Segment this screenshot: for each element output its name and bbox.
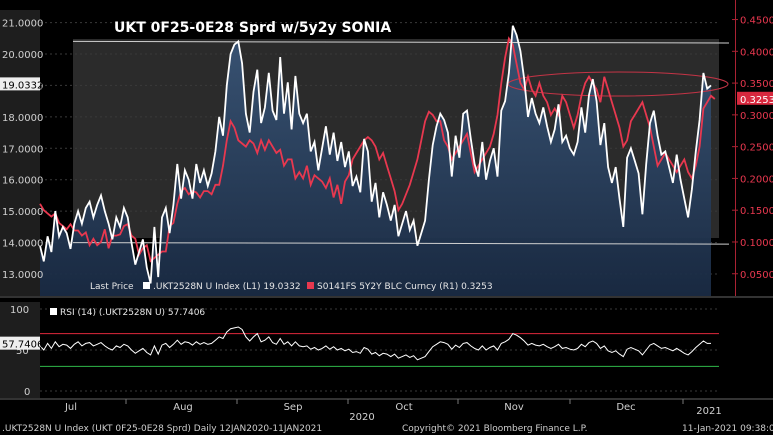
x-tick-label: Oct (395, 402, 412, 413)
footer-right: 11-Jan-2021 09:38:09 (682, 424, 773, 434)
x-tick-label: 2021 (696, 406, 721, 417)
rsi-legend-swatch (50, 308, 57, 315)
right-tick-label: 0.3500 (740, 79, 773, 90)
support-line (72, 242, 730, 245)
right-tick-label: 0.4500 (740, 16, 773, 27)
legend-series1: .UKT2528N U Index (L1) 19.0332 (153, 282, 301, 292)
right-value-badge-text: 0.3253 (740, 95, 773, 106)
chart-title: UKT 0F25-0E28 Sprd w/5y2y SONIA (114, 20, 392, 36)
rsi-value-badge-text: 57.7406 (2, 340, 43, 351)
footer: .UKT2528N U Index (UKT 0F25-0E28 Sprd) D… (0, 424, 773, 435)
rsi-tick-label: 0 (24, 387, 30, 398)
rsi-value-badge (0, 336, 40, 350)
right-tick-label: 0.2000 (740, 174, 773, 185)
legend-swatch-series2 (307, 282, 314, 289)
right-tick-label: 0.1000 (740, 238, 773, 249)
rsi-tick-label: 100 (10, 305, 29, 316)
legend-swatch-series1 (143, 282, 150, 289)
left-value-badge (0, 77, 40, 91)
left-value-badge-text: 19.0332 (2, 80, 43, 91)
left-tick-label: 16.0000 (2, 176, 43, 187)
legend-label: Last Price (90, 282, 134, 292)
rsi-tick-label: 50 (16, 346, 29, 357)
rsi-line (39, 326, 711, 361)
footer-center: Copyright© 2021 Bloomberg Finance L.P. (402, 424, 588, 434)
legend-series2: S0141FS 5Y2Y BLC Curncy (R1) 0.3253 (317, 282, 493, 292)
right-tick-label: 0.1500 (740, 206, 773, 217)
left-tick-label: 17.0000 (2, 144, 43, 155)
right-axis-line (735, 0, 736, 296)
x-tick-label: Nov (504, 402, 524, 413)
right-tick-label: 0.3000 (740, 111, 773, 122)
series1-area (40, 25, 711, 296)
right-tick-label: 0.0500 (740, 270, 773, 281)
right-axis-strip (720, 0, 773, 296)
rsi-legend: RSI (14) (.UKT2528N U) 57.7406 (60, 308, 205, 318)
series1-line (39, 25, 712, 284)
right-value-badge (737, 91, 773, 105)
rsi-axis-strip (0, 302, 40, 398)
resistance-line (72, 40, 730, 44)
left-tick-label: 13.0000 (2, 270, 43, 281)
left-tick-label: 15.0000 (2, 207, 43, 218)
x-tick-label: Dec (616, 402, 635, 413)
x-tick-label: Sep (284, 402, 303, 413)
x-tick-label: Jul (64, 402, 77, 413)
left-tick-label: 18.0000 (2, 113, 43, 124)
x-tick-label: Aug (173, 402, 193, 413)
right-tick-label: 0.4000 (740, 47, 773, 58)
year-label: 2020 (349, 412, 374, 423)
left-tick-label: 20.0000 (2, 50, 43, 61)
right-tick-label: 0.2500 (740, 143, 773, 154)
left-tick-label: 21.0000 (2, 19, 43, 30)
left-axis-strip (0, 10, 40, 296)
footer-left: .UKT2528N U Index (UKT 0F25-0E28 Sprd) D… (2, 424, 323, 434)
left-tick-label: 14.0000 (2, 239, 43, 250)
